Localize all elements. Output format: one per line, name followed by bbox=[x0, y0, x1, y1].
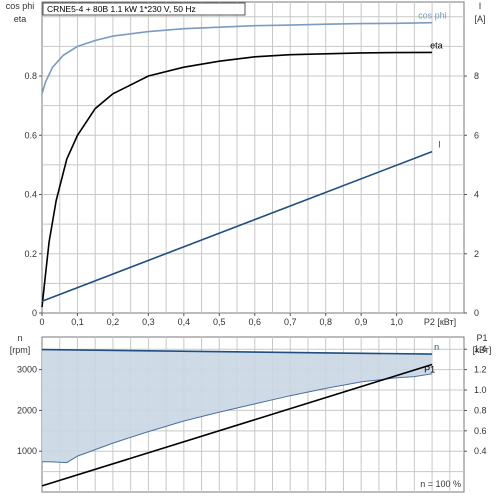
x-tick-label: 0,2 bbox=[107, 317, 120, 327]
title-box bbox=[42, 2, 246, 16]
series-label-cos-phi: cos phi bbox=[418, 11, 447, 21]
top-right-tick-label: 2 bbox=[474, 249, 479, 259]
top-series-layer bbox=[41, 21, 433, 308]
x-tick-label: 0,7 bbox=[284, 317, 297, 327]
series-line-cos-phi bbox=[41, 21, 433, 95]
series-label-i: I bbox=[438, 140, 441, 150]
x-tick-label: 0,1 bbox=[71, 317, 84, 327]
series-label-eta: eta bbox=[430, 40, 443, 50]
bottom-right-axis-label-bottom: [кВт] bbox=[473, 345, 492, 355]
series-line-eta bbox=[41, 51, 433, 308]
series-line-n bbox=[41, 348, 433, 355]
top-right-axis-label-bottom: [A] bbox=[474, 14, 485, 24]
x-tick-label: 0,6 bbox=[249, 317, 262, 327]
bottom-left-axis-label-top: n bbox=[17, 333, 22, 343]
top-right-tick-label: 0 bbox=[474, 308, 479, 318]
top-panel: 0 0,1 0,2 0,3 0,4 0,5 0,6 0,7 0,8 0,9 1,0 0 0.2 0.4 0.… bbox=[6, 1, 486, 327]
bottom-left-tick-label: 2000 bbox=[17, 405, 37, 415]
top-left-tick-label: 0.8 bbox=[24, 71, 37, 81]
x-tick-label: 0,9 bbox=[355, 317, 368, 327]
top-left-tick-label: 0 bbox=[32, 308, 37, 318]
series-line-i bbox=[41, 150, 433, 302]
top-series-labels: cos phi eta I bbox=[418, 11, 447, 150]
bottom-right-tick-label: 1.2 bbox=[474, 365, 487, 375]
bottom-right-tick-label: 1.0 bbox=[474, 385, 487, 395]
x-tick-label: 1,0 bbox=[390, 317, 403, 327]
top-left-tick-label: 0.2 bbox=[24, 249, 37, 259]
bottom-right-tick-label: 0.8 bbox=[474, 405, 487, 415]
top-right-tick-label: 6 bbox=[474, 130, 479, 140]
chart-title: CRNE5-4 + 80B 1.1 kW 1*230 V, 50 Hz bbox=[47, 4, 196, 14]
top-right-tick-label: 4 bbox=[474, 190, 479, 200]
x-tick-label: 0 bbox=[39, 317, 44, 327]
bottom-right-tick-label: 0.4 bbox=[474, 446, 487, 456]
top-plot-frame bbox=[41, 1, 465, 314]
bottom-series-labels: n P1 bbox=[424, 342, 439, 374]
x-tick-label: 0,5 bbox=[213, 317, 226, 327]
top-right-tick-label: 8 bbox=[474, 71, 479, 81]
top-left-axis-label-bottom: eta bbox=[14, 14, 27, 24]
top-left-tick-label: 0.4 bbox=[24, 190, 37, 200]
x-tick-label: 0,8 bbox=[319, 317, 332, 327]
speed-annotation: n = 100 % bbox=[420, 479, 461, 489]
x-tick-label: 0,3 bbox=[142, 317, 155, 327]
series-line-p1 bbox=[41, 363, 433, 487]
top-tick-layer: 0 0,1 0,2 0,3 0,4 0,5 0,6 0,7 0,8 0,9 1,0 0 0.2 0.4 0.… bbox=[24, 71, 479, 327]
bottom-left-tick-label: 3000 bbox=[17, 365, 37, 375]
bottom-series-layer bbox=[41, 348, 433, 487]
top-grid bbox=[42, 2, 464, 313]
x-axis-label: P2 [кВт] bbox=[424, 317, 456, 327]
speed-range-lower-edge bbox=[42, 373, 433, 464]
bottom-panel: 1000 2000 3000 0.4 0.6 0.8 1.0 1.2 1.4 n P1 n [rp… bbox=[10, 333, 492, 493]
top-left-axis-label-top: cos phi bbox=[6, 1, 35, 11]
top-right-axis-label-top: I bbox=[479, 1, 482, 11]
bottom-right-tick-label: 1.4 bbox=[474, 344, 487, 354]
series-label-n: n bbox=[434, 342, 439, 352]
series-label-p1: P1 bbox=[424, 365, 435, 375]
bottom-left-axis-label-bottom: [rpm] bbox=[10, 345, 31, 355]
bottom-right-tick-label: 0.6 bbox=[474, 426, 487, 436]
x-tick-label: 0,4 bbox=[178, 317, 191, 327]
top-left-tick-label: 0.6 bbox=[24, 130, 37, 140]
bottom-right-axis-label-top: P1 bbox=[476, 333, 487, 343]
bottom-tick-layer: 1000 2000 3000 0.4 0.6 0.8 1.0 1.2 1.4 bbox=[17, 344, 487, 456]
bottom-left-tick-label: 1000 bbox=[17, 446, 37, 456]
